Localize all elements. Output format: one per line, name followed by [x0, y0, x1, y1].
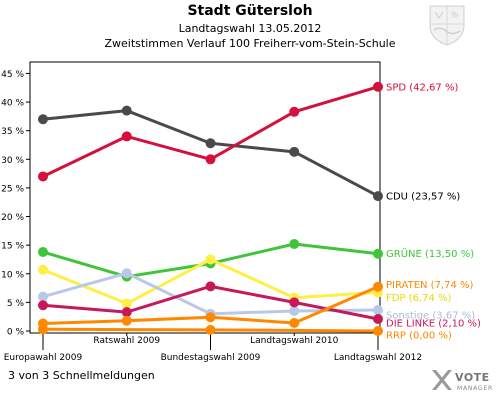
series-end-label: SPD (42,67 %)	[386, 82, 458, 93]
data-point	[205, 312, 216, 323]
data-point	[205, 138, 216, 149]
vote-manager-wordmark: VOTE	[455, 371, 490, 384]
y-tick-label: 35 %	[1, 127, 24, 137]
data-point	[121, 298, 132, 309]
y-tick-label: 40 %	[1, 99, 24, 109]
data-point	[205, 254, 216, 265]
data-point	[373, 191, 383, 202]
vote-manager-logo-icon	[432, 370, 452, 390]
y-tick-label: 25 %	[1, 184, 24, 194]
y-tick-label: 20 %	[1, 213, 24, 223]
data-point	[121, 307, 132, 318]
series-end-label: RRP (0,00 %)	[386, 331, 452, 342]
series-end-label: PIRATEN (7,74 %)	[386, 280, 474, 291]
data-point	[289, 239, 300, 250]
data-point	[38, 247, 48, 258]
y-tick-label: 30 %	[1, 156, 24, 166]
data-point	[289, 146, 300, 157]
data-point	[121, 268, 132, 279]
data-point	[373, 326, 383, 336]
x-tick-label: Europawahl 2009	[4, 353, 83, 363]
data-point	[38, 300, 48, 311]
data-point	[121, 131, 132, 142]
data-point	[121, 315, 132, 326]
chart-subtitle: Landtagswahl 13.05.2012	[178, 22, 322, 35]
data-point	[373, 304, 383, 315]
series-end-label: GRÜNE (13,50 %)	[386, 247, 474, 260]
x-tick-label: Bundestagswahl 2009	[161, 353, 261, 363]
data-point	[373, 248, 383, 259]
x-tick-label: Landtagswahl 2012	[334, 353, 422, 363]
data-point	[38, 324, 48, 335]
data-point	[205, 281, 216, 292]
data-point	[205, 324, 216, 335]
data-point	[289, 305, 300, 316]
data-point	[38, 291, 48, 302]
y-tick-label: 45 %	[1, 70, 24, 80]
nrw-crest-icon	[429, 5, 465, 46]
data-point	[373, 313, 383, 324]
x-tick-label: Landtagswahl 2010	[250, 336, 339, 346]
series-end-label: Sonstige (3,67 %)	[386, 310, 475, 321]
y-tick-label: 0 %	[7, 328, 25, 338]
series-end-label: CDU (23,57 %)	[386, 192, 460, 203]
data-point	[289, 106, 300, 117]
y-tick-label: 15 %	[1, 242, 24, 252]
data-point	[289, 317, 300, 328]
vote-manager-subtitle: MANAGER	[457, 385, 493, 392]
chart-title: Stadt Gütersloh	[187, 3, 313, 19]
data-point	[289, 297, 300, 308]
chart-subtitle-school: Zweitstimmen Verlauf 100 Freiherr-vom-St…	[104, 37, 396, 50]
data-point	[373, 81, 383, 92]
x-tick-label: Ratswahl 2009	[93, 336, 160, 346]
y-tick-label: 10 %	[1, 270, 24, 280]
data-point	[205, 154, 216, 165]
data-point	[38, 171, 48, 182]
series-end-label: DIE LINKE (2,10 %)	[386, 318, 481, 329]
data-point	[38, 114, 48, 125]
series-end-label: FDP (6,74 %)	[386, 293, 452, 304]
data-point	[121, 105, 132, 116]
data-point	[38, 264, 48, 275]
data-point	[373, 281, 383, 292]
y-tick-label: 5 %	[7, 299, 25, 309]
status-footer: 3 von 3 Schnellmeldungen	[8, 369, 155, 382]
